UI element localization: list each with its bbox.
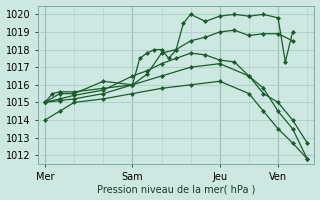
X-axis label: Pression niveau de la mer( hPa ): Pression niveau de la mer( hPa ) [97, 184, 255, 194]
